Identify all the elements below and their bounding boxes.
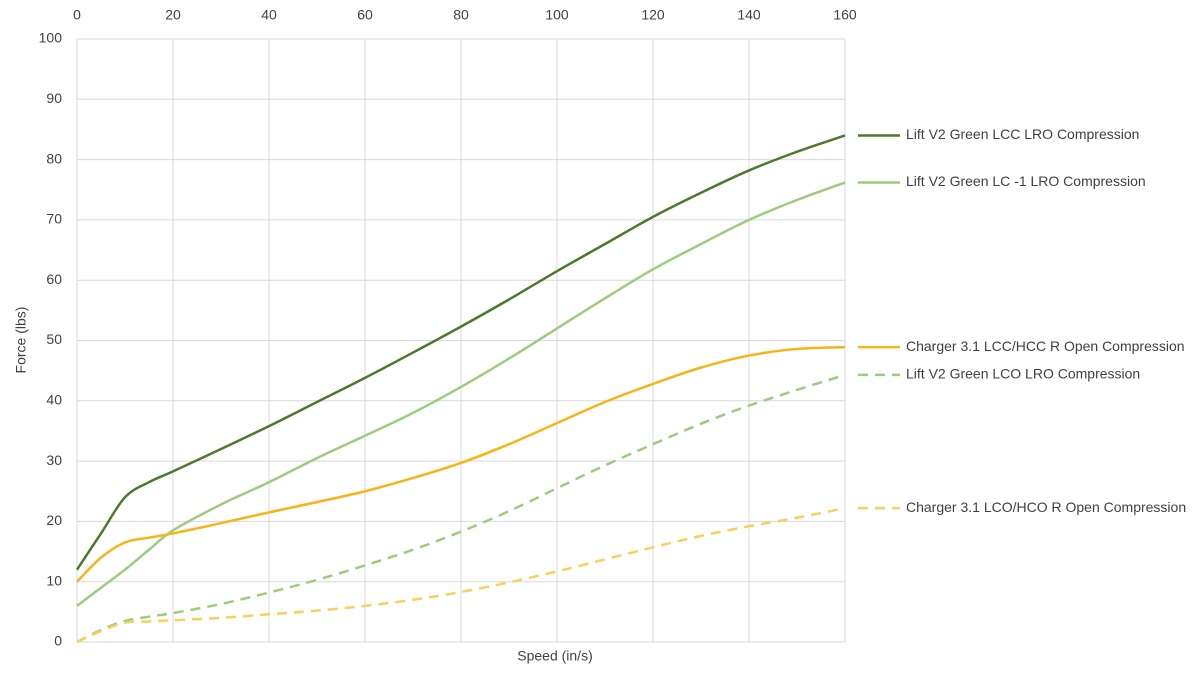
y-tick-label: 40 bbox=[46, 392, 62, 408]
legend-label: Charger 3.1 LCO/HCO R Open Compression bbox=[906, 499, 1186, 515]
y-tick-label: 60 bbox=[46, 271, 62, 287]
x-tick-label: 60 bbox=[357, 7, 373, 23]
legend-label: Charger 3.1 LCC/HCC R Open Compression bbox=[906, 338, 1185, 354]
y-tick-label: 70 bbox=[46, 211, 62, 227]
x-tick-label: 20 bbox=[165, 7, 181, 23]
x-tick-label: 40 bbox=[261, 7, 277, 23]
x-tick-label: 80 bbox=[453, 7, 469, 23]
series-line bbox=[76, 506, 846, 644]
y-tick-label: 30 bbox=[46, 452, 62, 468]
y-tick-label: 50 bbox=[46, 331, 62, 347]
legend-label: Lift V2 Green LCC LRO Compression bbox=[906, 126, 1139, 142]
series-line bbox=[76, 181, 846, 607]
y-axis-label: Force (lbs) bbox=[13, 307, 29, 374]
y-tick-label: 90 bbox=[46, 90, 62, 106]
x-tick-label: 100 bbox=[545, 7, 569, 23]
x-tick-label: 0 bbox=[73, 7, 81, 23]
series-line bbox=[76, 373, 846, 644]
y-tick-label: 100 bbox=[39, 30, 63, 46]
series-line bbox=[76, 345, 846, 583]
y-tick-label: 10 bbox=[46, 572, 62, 588]
y-tick-label: 0 bbox=[54, 633, 62, 649]
series-line bbox=[75, 134, 846, 571]
legend-label: Lift V2 Green LC -1 LRO Compression bbox=[906, 173, 1146, 189]
x-tick-label: 120 bbox=[641, 7, 665, 23]
x-axis-label: Speed (in/s) bbox=[517, 648, 592, 664]
x-tick-label: 140 bbox=[737, 7, 761, 23]
legend-label: Lift V2 Green LCO LRO Compression bbox=[906, 366, 1140, 382]
x-tick-label: 160 bbox=[833, 7, 857, 23]
y-tick-label: 20 bbox=[46, 512, 62, 528]
y-tick-label: 80 bbox=[46, 150, 62, 166]
